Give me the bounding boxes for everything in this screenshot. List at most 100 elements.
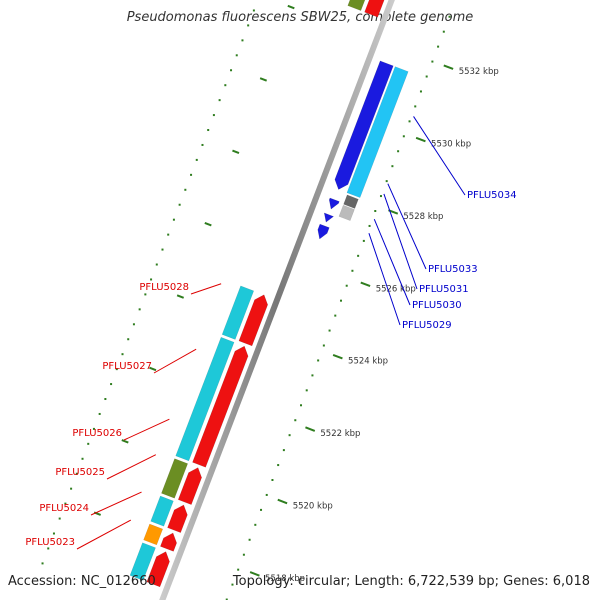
dot-ring-inner	[172, 218, 175, 221]
tick-mark-inner	[176, 294, 185, 299]
tick-label: 5530 kbp	[431, 139, 471, 149]
dot-ring-inner	[121, 353, 124, 356]
dot-ring-inner	[98, 412, 101, 415]
dot-ring-inner	[81, 457, 84, 460]
dot-ring-outer	[225, 598, 228, 600]
backbone-line	[159, 0, 395, 600]
tick-mark-inner	[287, 4, 295, 10]
dot-ring-inner	[64, 502, 67, 505]
dot-ring-outer	[379, 195, 382, 198]
dot-ring-inner	[75, 472, 78, 475]
tick-mark-inner	[121, 439, 129, 444]
dot-ring-outer	[437, 45, 440, 48]
dot-ring-outer	[248, 538, 251, 541]
tick-label: 5522 kbp	[320, 429, 360, 439]
tick-label: 5528 kbp	[403, 212, 443, 222]
dot-ring-outer	[328, 329, 331, 332]
cog-cyan-block	[221, 285, 255, 340]
dot-ring-inner	[235, 54, 238, 57]
dot-ring-outer	[322, 344, 325, 347]
dot-ring-outer	[317, 359, 320, 362]
feature-layer	[129, 0, 409, 588]
tick-mark	[277, 498, 288, 505]
dot-ring-outer	[271, 479, 274, 481]
tick-mark-inner	[232, 149, 240, 154]
gene-label-leader	[383, 193, 418, 290]
dot-ring-inner	[110, 383, 113, 386]
dot-ring-outer	[448, 15, 451, 18]
dot-ring-outer	[311, 374, 314, 377]
gene-label-leader	[368, 233, 401, 326]
cog-grey-block	[338, 204, 355, 222]
gene-label-reverse: PFLU5029	[402, 320, 452, 331]
dot-ring-inner	[155, 263, 158, 266]
dot-ring-inner	[70, 487, 73, 490]
dot-ring-outer	[419, 90, 422, 93]
dot-ring-inner	[161, 248, 164, 251]
dot-ring-outer	[397, 150, 400, 153]
tick-label: 5526 kbp	[376, 284, 416, 294]
gene-label-leader	[373, 219, 411, 306]
tick-label: 5520 kbp	[293, 501, 333, 511]
dot-ring-inner	[52, 532, 55, 535]
dot-ring-inner	[167, 233, 170, 236]
dot-ring-outer	[260, 508, 263, 511]
gene-label-leader	[190, 283, 222, 295]
dot-ring-outer	[339, 299, 342, 302]
dot-ring-inner	[41, 562, 44, 565]
cog-lightblue-block	[346, 66, 409, 199]
gene-label-leader	[153, 348, 197, 374]
tick-label: 5524 kbp	[348, 357, 388, 367]
cog-olive-block	[161, 458, 189, 499]
gene-label-forward: PFLU5028	[139, 282, 189, 293]
dot-ring-inner	[178, 203, 181, 206]
cds-forward-arrow	[177, 467, 202, 505]
dot-ring-outer	[231, 583, 234, 586]
tick-mark	[360, 281, 371, 288]
dot-ring-outer	[265, 493, 268, 496]
tick-mark-inner	[149, 366, 157, 372]
cds-reverse-arrow	[317, 223, 330, 240]
dot-ring-outer	[402, 135, 405, 138]
dot-ring-outer	[442, 30, 445, 33]
tick-mark	[305, 426, 316, 432]
gene-label-leader	[76, 519, 132, 550]
dot-ring-inner	[195, 158, 198, 161]
dot-ring-inner	[247, 24, 250, 27]
tick-mark	[443, 64, 454, 70]
cds-reverse-arrow	[334, 60, 394, 190]
accession-text: Accession: NC_012660	[8, 574, 156, 589]
topology-summary: Topology: circular; Length: 6,722,539 bp…	[232, 574, 590, 589]
dot-ring-outer	[288, 434, 291, 437]
gene-label-leader	[106, 454, 157, 480]
tick-mark	[415, 136, 426, 143]
dot-ring-inner	[252, 9, 255, 12]
dot-ring-outer	[300, 404, 303, 407]
dot-ring-outer	[425, 75, 428, 78]
dot-ring-inner	[184, 188, 187, 191]
dot-ring-inner	[190, 173, 193, 176]
dot-ring-outer	[385, 180, 388, 183]
cds-forward-arrow	[192, 345, 249, 468]
dot-ring-inner	[218, 99, 221, 102]
tick-label: 5532 kbp	[459, 67, 499, 77]
dot-ring-inner	[241, 39, 244, 42]
dot-ring-inner	[201, 143, 204, 146]
cds-forward-arrow	[364, 0, 385, 18]
dot-ring-outer	[357, 254, 360, 257]
tick-mark	[249, 571, 260, 577]
dot-ring-outer	[362, 239, 365, 242]
cds-reverse-arrow	[323, 212, 335, 223]
gene-label-reverse: PFLU5034	[467, 190, 517, 201]
dot-ring-inner	[230, 69, 233, 72]
dot-ring-inner	[150, 278, 153, 281]
dot-ring-inner	[92, 427, 95, 430]
dot-ring-inner	[212, 114, 215, 117]
dot-rings	[41, 9, 451, 600]
cds-forward-arrow	[146, 551, 170, 588]
dot-ring-outer	[294, 419, 297, 422]
dot-ring-outer	[431, 60, 434, 63]
cog-cyan-block	[150, 495, 174, 527]
cog-olive-block	[347, 0, 366, 11]
cds-reverse-arrow	[328, 197, 340, 210]
